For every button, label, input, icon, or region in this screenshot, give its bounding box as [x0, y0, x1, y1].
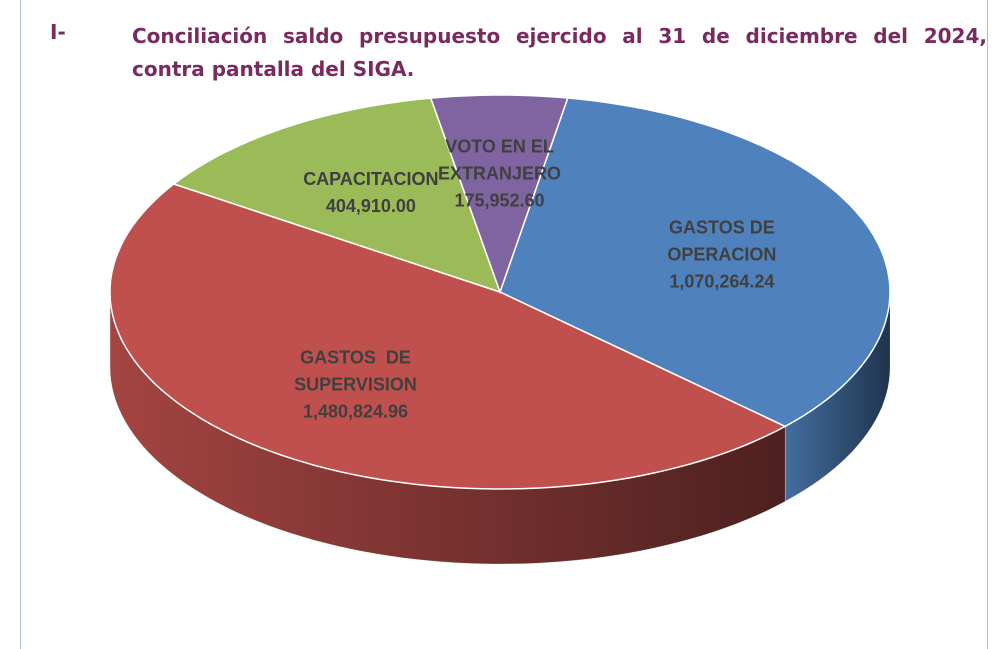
slice-label: VOTO EN EL EXTRANJERO 175,952.60: [425, 133, 575, 214]
category-label: CAPACITACION: [303, 169, 439, 190]
section-heading: Conciliación saldo presupuesto ejercido …: [132, 24, 987, 81]
section-number: I-: [50, 20, 66, 44]
slice: [499, 97, 891, 428]
slice: [172, 97, 502, 294]
slice-side-shade: [785, 292, 890, 502]
slice-side-shade: [110, 292, 786, 564]
category-label: GASTOS DE SUPERVISION: [294, 347, 417, 395]
value-label: 175,952.60: [454, 190, 545, 211]
slice: [429, 94, 569, 295]
slice-label: GASTOS DE OPERACION 1,070,264.24: [637, 214, 807, 295]
slice-label: GASTOS DE SUPERVISION 1,480,824.96: [271, 344, 441, 425]
category-label: GASTOS DE OPERACION: [667, 217, 780, 264]
slice: [109, 183, 787, 490]
category-label: VOTO EN EL EXTRANJERO: [438, 136, 562, 184]
slice-label: CAPACITACION 404,910.00: [286, 166, 456, 220]
page-frame: [20, 0, 988, 649]
value-label: 1,070,264.24: [669, 271, 775, 291]
value-label: 1,480,824.96: [302, 401, 409, 422]
value-label: 404,910.00: [325, 196, 416, 217]
